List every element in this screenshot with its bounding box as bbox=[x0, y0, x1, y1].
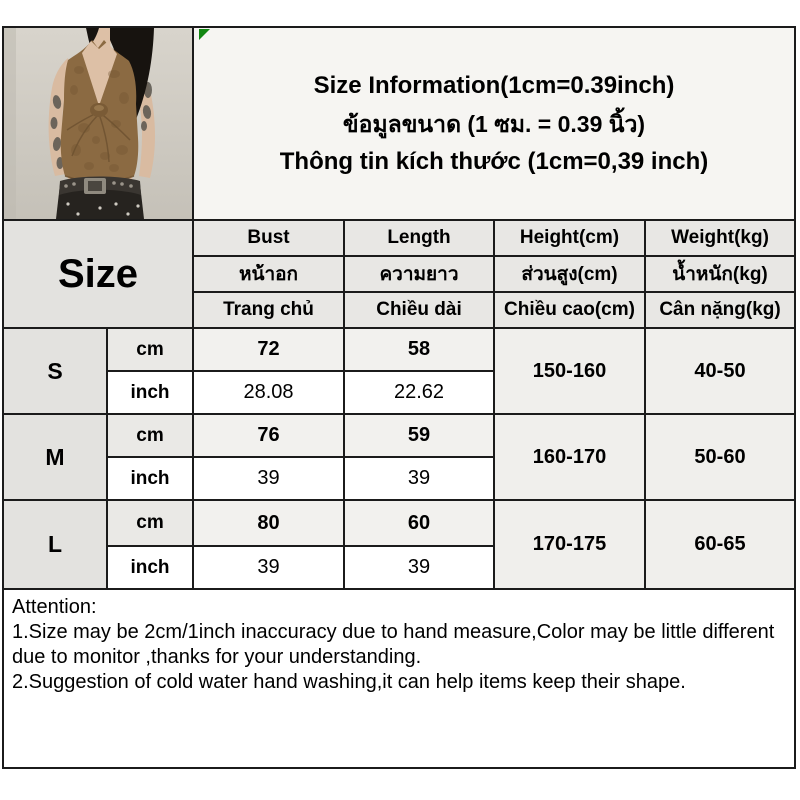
title-english: Size Information(1cm=0.39inch) bbox=[313, 71, 675, 99]
m-bust-cm: 76 bbox=[192, 413, 345, 458]
l-bust-inch: 39 bbox=[192, 545, 345, 590]
col-header-weight-vi: Cân nặng(kg) bbox=[643, 291, 797, 329]
col-header-length-vi: Chiều dài bbox=[343, 291, 495, 329]
l-height-range: 170-175 bbox=[493, 499, 646, 590]
m-bust-inch: 39 bbox=[192, 456, 345, 501]
attention-cell: Attention: 1.Size may be 2cm/1inch inacc… bbox=[1, 588, 797, 769]
col-header-weight-en: Weight(kg) bbox=[643, 219, 797, 257]
size-table: Size Information(1cm=0.39inch) ข้อมูลขนา… bbox=[1, 26, 797, 769]
unit-label-inch: inch bbox=[106, 370, 194, 415]
l-weight-range: 60-65 bbox=[643, 499, 797, 590]
col-header-height-en: Height(cm) bbox=[493, 219, 646, 257]
attention-note-2: 2.Suggestion of cold water hand washing,… bbox=[12, 671, 686, 693]
l-length-cm: 60 bbox=[343, 499, 495, 547]
s-bust-cm: 72 bbox=[192, 327, 345, 372]
s-height-range: 150-160 bbox=[493, 327, 646, 415]
col-header-weight-th: น้ำหนัก(kg) bbox=[643, 255, 797, 293]
s-bust-inch: 28.08 bbox=[192, 370, 345, 415]
attention-note-1: 1.Size may be 2cm/1inch inaccuracy due t… bbox=[12, 621, 775, 668]
m-length-inch: 39 bbox=[343, 456, 495, 501]
attention-heading: Attention: bbox=[12, 596, 97, 618]
col-header-height-vi: Chiều cao(cm) bbox=[493, 291, 646, 329]
title-thai: ข้อมูลขนาด (1 ซม. = 0.39 นิ้ว) bbox=[342, 110, 646, 137]
title-vietnamese: Thông tin kích thước (1cm=0,39 inch) bbox=[279, 147, 709, 175]
s-weight-range: 40-50 bbox=[643, 327, 797, 415]
unit-label-cm: cm bbox=[106, 413, 194, 458]
s-length-inch: 22.62 bbox=[343, 370, 495, 415]
l-length-inch: 39 bbox=[343, 545, 495, 590]
size-m-label: M bbox=[2, 413, 108, 501]
m-weight-range: 50-60 bbox=[643, 413, 797, 501]
col-header-bust-vi: Trang chủ bbox=[192, 291, 345, 329]
l-bust-cm: 80 bbox=[192, 499, 345, 547]
product-photo-cell bbox=[2, 26, 194, 221]
unit-label-cm: cm bbox=[106, 327, 194, 372]
s-length-cm: 58 bbox=[343, 327, 495, 372]
unit-label-inch: inch bbox=[106, 456, 194, 501]
col-header-length-th: ความยาว bbox=[343, 255, 495, 293]
size-s-label: S bbox=[2, 327, 108, 415]
col-header-height-th: ส่วนสูง(cm) bbox=[493, 255, 646, 293]
title-cell: Size Information(1cm=0.39inch) ข้อมูลขนา… bbox=[191, 26, 797, 221]
col-header-length-en: Length bbox=[343, 219, 495, 257]
product-photo bbox=[5, 29, 191, 218]
size-l-label: L bbox=[2, 499, 108, 590]
size-corner-label: Size bbox=[2, 219, 194, 329]
unit-label-inch: inch bbox=[106, 545, 194, 590]
col-header-bust-en: Bust bbox=[192, 219, 345, 257]
unit-label-cm: cm bbox=[106, 499, 194, 547]
cell-corner-marker bbox=[199, 29, 210, 40]
m-length-cm: 59 bbox=[343, 413, 495, 458]
m-height-range: 160-170 bbox=[493, 413, 646, 501]
col-header-bust-th: หน้าอก bbox=[192, 255, 345, 293]
